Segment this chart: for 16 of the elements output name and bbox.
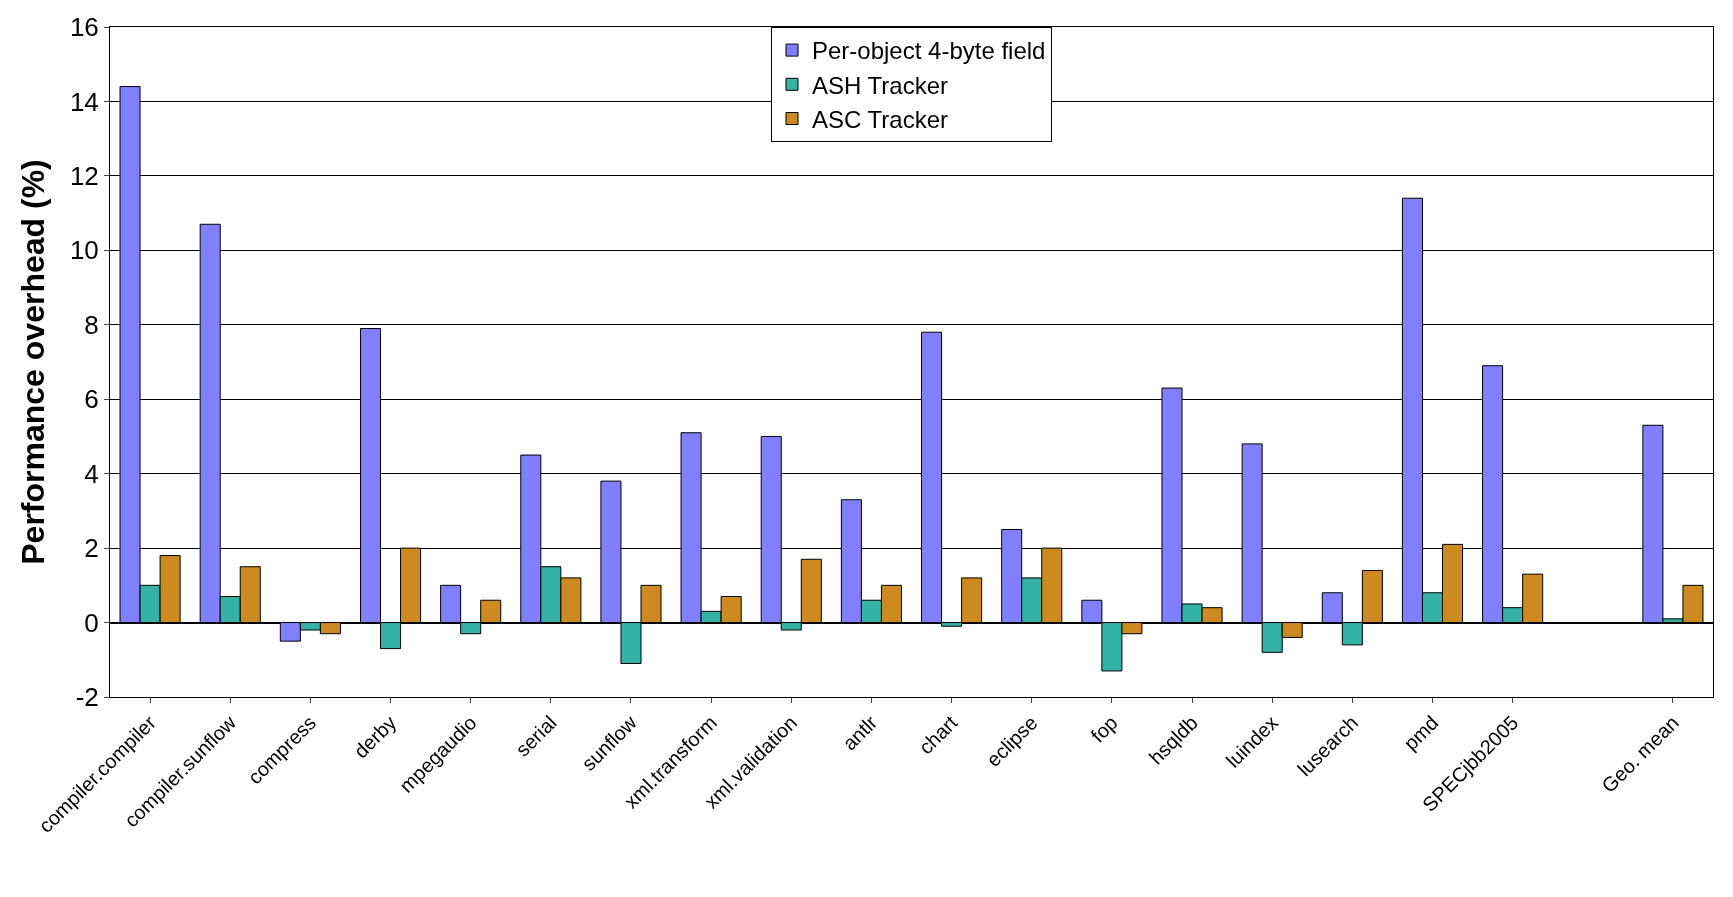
y-tick-label: 12 — [69, 160, 99, 191]
y-tick-label: 2 — [84, 533, 99, 564]
y-axis-title: Performance overhead (%) — [15, 159, 52, 565]
y-tick-label: -2 — [75, 682, 99, 713]
y-tick-label: 8 — [84, 309, 99, 340]
legend-label: ASH Tracker — [812, 71, 949, 99]
legend-label: Per-object 4-byte field — [812, 37, 1046, 65]
y-tick-label: 0 — [84, 607, 99, 638]
y-tick-label: 10 — [69, 235, 99, 266]
y-tick-label: 6 — [84, 384, 99, 415]
x-tick-label: antlr — [838, 711, 882, 755]
y-tick-label: 14 — [69, 86, 99, 117]
y-tick-label: 4 — [84, 458, 99, 489]
legend-label: ASC Tracker — [812, 105, 949, 133]
y-tick-label: 16 — [69, 12, 99, 43]
x-tick-label: fop — [1086, 711, 1122, 747]
